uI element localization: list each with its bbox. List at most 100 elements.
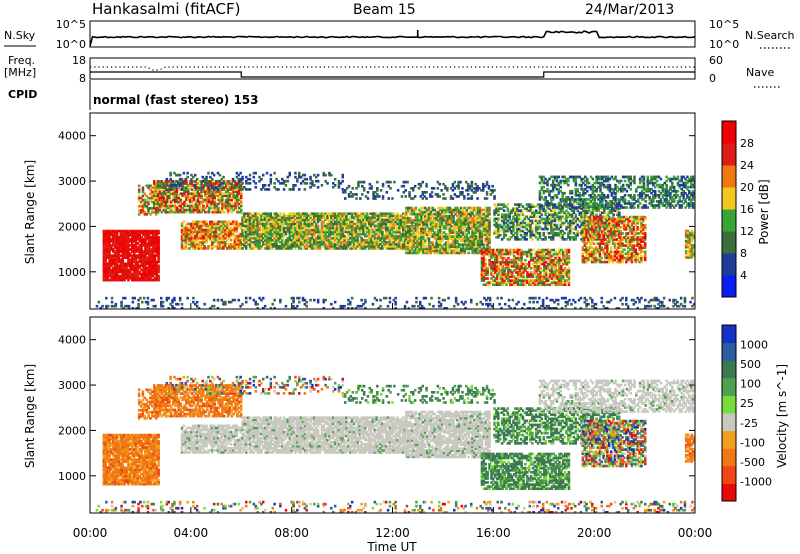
power-cell [526,279,529,282]
power-cell [117,254,121,257]
power-cell [140,238,143,241]
power-cell [149,240,153,243]
power-cell [508,215,511,219]
power-cell [494,258,497,262]
power-cell [108,240,111,243]
power-cell [137,194,141,198]
power-cell [541,279,544,282]
power-cell [166,198,169,202]
power-cell [560,248,563,252]
power-cell [484,229,487,232]
power-cell [398,220,401,224]
power-cell [473,247,476,251]
power-cell [155,278,158,282]
power-cell [290,222,293,226]
power-cell [486,218,489,222]
power-cell [294,228,297,232]
power-cell [531,248,535,252]
power-cell [367,220,371,224]
power-cell [437,225,440,228]
power-cell [539,271,542,274]
power-cell [104,274,107,278]
power-cell [505,273,508,276]
power-cell [315,240,318,244]
power-cell [516,207,519,211]
power-cell [281,240,284,244]
power-cell [495,248,499,252]
power-cell [160,204,164,208]
power-cell [183,208,186,212]
power-cell [341,247,344,250]
power-cell [243,216,246,220]
power-cell [454,231,457,234]
power-cell [499,225,502,229]
power-cell [570,223,574,227]
power-cell [106,276,109,280]
power-cell [524,262,527,266]
power-cell [153,198,156,202]
power-cell [220,247,223,250]
power-cell [157,244,160,247]
power-cell [475,223,478,226]
power-cell [129,231,132,235]
power-cell [301,212,305,216]
power-cell [192,194,196,198]
power-cell [269,234,273,238]
power-cell [269,230,273,234]
power-cell [207,247,210,250]
power-cell [414,247,418,251]
power-cell [299,226,303,230]
power-cell [356,218,360,222]
power-cell [431,206,435,210]
power-cell [504,217,508,221]
power-cell [153,236,157,239]
power-cell [465,206,469,210]
power-cell [232,196,235,200]
power-cell [482,216,486,220]
power-cell [431,247,435,251]
power-cell [240,204,243,208]
power-cell [410,235,414,238]
power-cell [106,272,109,276]
power-cell [271,245,274,248]
power-cell [416,212,419,216]
power-cell [486,237,489,240]
power-cell [536,203,540,206]
power-cell [246,214,250,218]
power-cell [313,218,316,222]
nave-tick-top: 60 [709,54,723,67]
power-cell [567,213,570,217]
power-cell [311,218,314,222]
power-cell [248,232,252,236]
power-cell [211,198,215,202]
power-cell [345,216,348,220]
power-cell [386,226,390,230]
power-cell [552,265,556,268]
power-cell [392,234,395,238]
power-cell [216,222,220,226]
power-cell [271,222,274,226]
power-cell [570,215,574,219]
power-cell [424,247,427,251]
power-cell [390,234,394,238]
power-cell [405,237,408,240]
power-cell [364,232,367,236]
power-cell [254,224,257,228]
power-cell [224,202,228,206]
power-cell [495,207,498,211]
power-cell [277,230,280,234]
power-cell [343,216,346,220]
power-cell [131,248,134,251]
power-cell [546,215,549,219]
power-cell [262,243,265,246]
power-cell [456,241,459,245]
power-cell [195,222,199,226]
power-cell [433,208,436,212]
power-cell [155,248,158,251]
power-cell [392,245,395,248]
power-cell [420,212,423,216]
power-cell [140,268,143,272]
power-cell [246,234,250,238]
power-cell [352,240,356,244]
power-cell [246,243,250,246]
